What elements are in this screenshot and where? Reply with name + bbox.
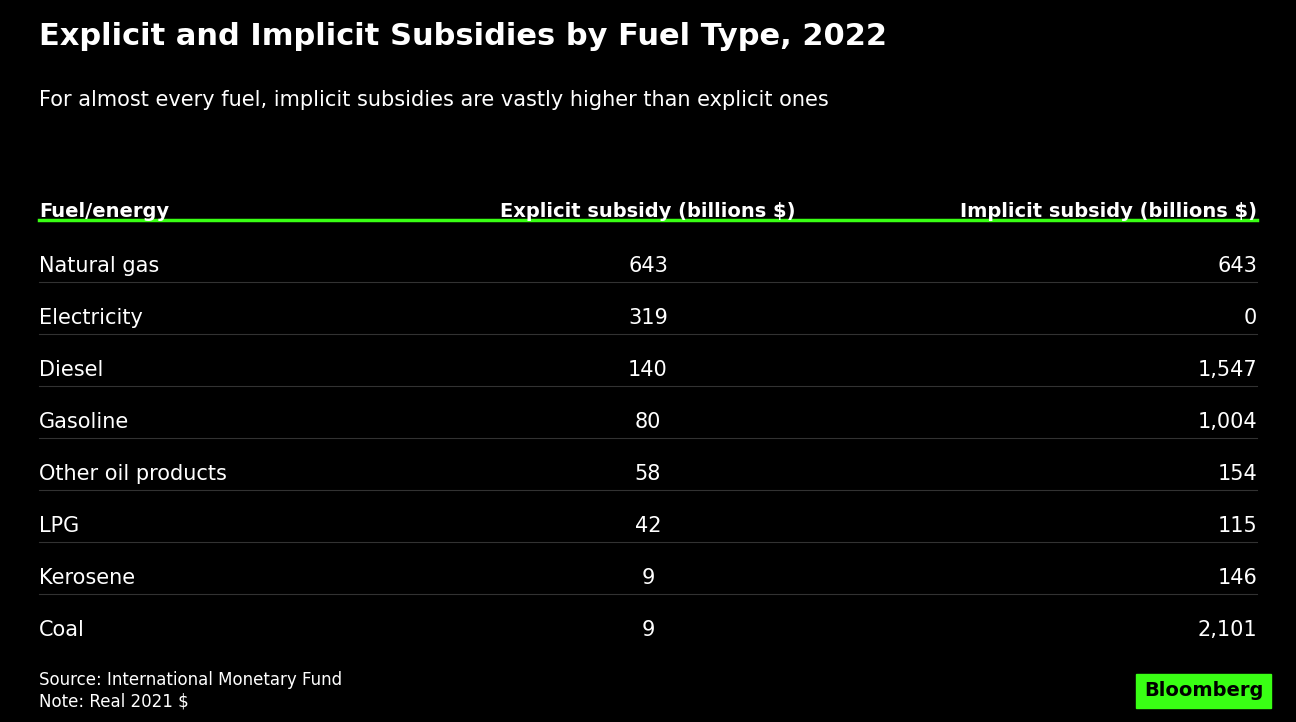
- Text: 154: 154: [1217, 464, 1257, 484]
- Text: 643: 643: [1217, 256, 1257, 277]
- Text: LPG: LPG: [39, 516, 79, 536]
- Text: Electricity: Electricity: [39, 308, 143, 329]
- Text: 42: 42: [635, 516, 661, 536]
- Text: 140: 140: [629, 360, 667, 380]
- Text: Diesel: Diesel: [39, 360, 104, 380]
- Text: Source: International Monetary Fund
Note: Real 2021 $: Source: International Monetary Fund Note…: [39, 671, 342, 710]
- Text: Kerosene: Kerosene: [39, 568, 135, 588]
- Text: Explicit subsidy (billions $): Explicit subsidy (billions $): [500, 202, 796, 221]
- Text: 1,547: 1,547: [1198, 360, 1257, 380]
- Text: Natural gas: Natural gas: [39, 256, 159, 277]
- Text: 80: 80: [635, 412, 661, 432]
- Text: 146: 146: [1217, 568, 1257, 588]
- Text: Other oil products: Other oil products: [39, 464, 227, 484]
- Text: 319: 319: [629, 308, 667, 329]
- Text: Coal: Coal: [39, 620, 84, 640]
- Text: 643: 643: [629, 256, 667, 277]
- Text: Implicit subsidy (billions $): Implicit subsidy (billions $): [960, 202, 1257, 221]
- Text: Fuel/energy: Fuel/energy: [39, 202, 168, 221]
- Text: 115: 115: [1217, 516, 1257, 536]
- Text: 0: 0: [1244, 308, 1257, 329]
- Text: Bloomberg: Bloomberg: [1144, 682, 1264, 700]
- Text: 2,101: 2,101: [1198, 620, 1257, 640]
- Text: Gasoline: Gasoline: [39, 412, 130, 432]
- Text: 1,004: 1,004: [1198, 412, 1257, 432]
- Text: 9: 9: [642, 620, 654, 640]
- Text: 9: 9: [642, 568, 654, 588]
- Text: For almost every fuel, implicit subsidies are vastly higher than explicit ones: For almost every fuel, implicit subsidie…: [39, 90, 828, 110]
- Text: Explicit and Implicit Subsidies by Fuel Type, 2022: Explicit and Implicit Subsidies by Fuel …: [39, 22, 886, 51]
- Text: 58: 58: [635, 464, 661, 484]
